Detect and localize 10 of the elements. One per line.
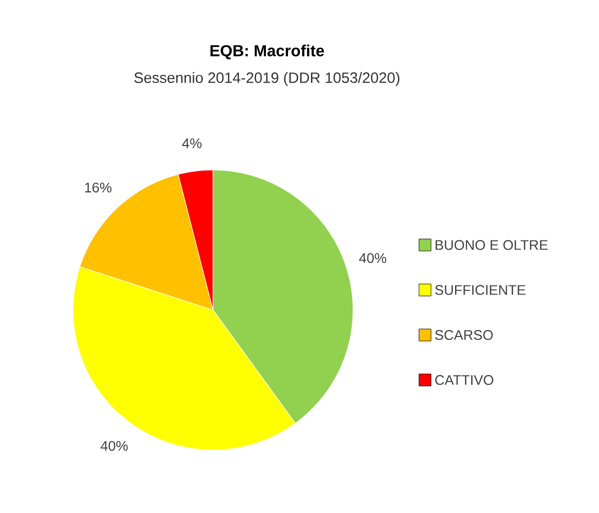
- legend-label: CATTIVO: [435, 375, 494, 385]
- data-label: 40%: [100, 440, 128, 451]
- chart-subtitle: Sessennio 2014-2019 (DDR 1053/2020): [134, 72, 400, 86]
- chart-title: EQB: Macrofite: [210, 44, 324, 60]
- legend-label: BUONO E OLTRE: [436, 240, 548, 250]
- legend-label: SCARSO: [435, 330, 493, 340]
- legend-label: SUFFICIENTE: [435, 285, 526, 295]
- data-label: 16%: [85, 182, 112, 192]
- data-label: 40%: [359, 253, 386, 264]
- data-label: 4%: [182, 138, 202, 148]
